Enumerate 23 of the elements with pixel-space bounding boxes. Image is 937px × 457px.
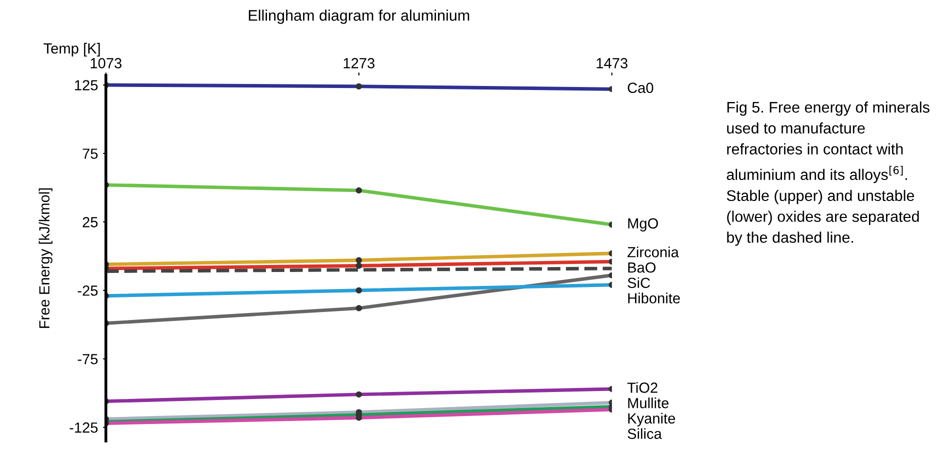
series-label: Kyanite	[628, 412, 676, 426]
series-label: Ca0	[628, 82, 654, 94]
x-tick-label: 1473	[596, 58, 628, 68]
y-tick-label: -125	[70, 422, 98, 433]
series-label: Silica	[628, 428, 662, 439]
x-tick-label: 1273	[344, 58, 374, 68]
y-tick-label: 125	[75, 80, 98, 90]
series-label: MgO	[628, 218, 658, 232]
y-tick-label: -75	[78, 354, 98, 364]
y-tick-label: -25	[78, 285, 98, 296]
series-label: Zirconia	[628, 246, 679, 258]
y-tick-label: 25	[82, 217, 98, 228]
series-label: SiC	[628, 277, 650, 288]
series-label: BaO	[628, 262, 656, 273]
x-tick-label: 1073	[90, 58, 122, 68]
text: Fig 5. Free energy of minerals used to manufacture refractories in contact with aluminium and its alloys$^{[6]}$. Stable (upper) and unstable (lower) oxides are separated by the dashed line.	[726, 101, 930, 246]
y-axis-title: Free Energy [kJ/kmol]	[38, 188, 52, 328]
series-label: Mullite	[628, 398, 669, 408]
series-label: Hibonite	[628, 292, 680, 304]
series-label: TiO2	[627, 382, 658, 393]
y-tick-label: 75	[82, 148, 98, 159]
chart-title: Ellingham diagram for aluminium	[248, 10, 470, 24]
x-axis-title: Temp [K]	[44, 42, 100, 56]
